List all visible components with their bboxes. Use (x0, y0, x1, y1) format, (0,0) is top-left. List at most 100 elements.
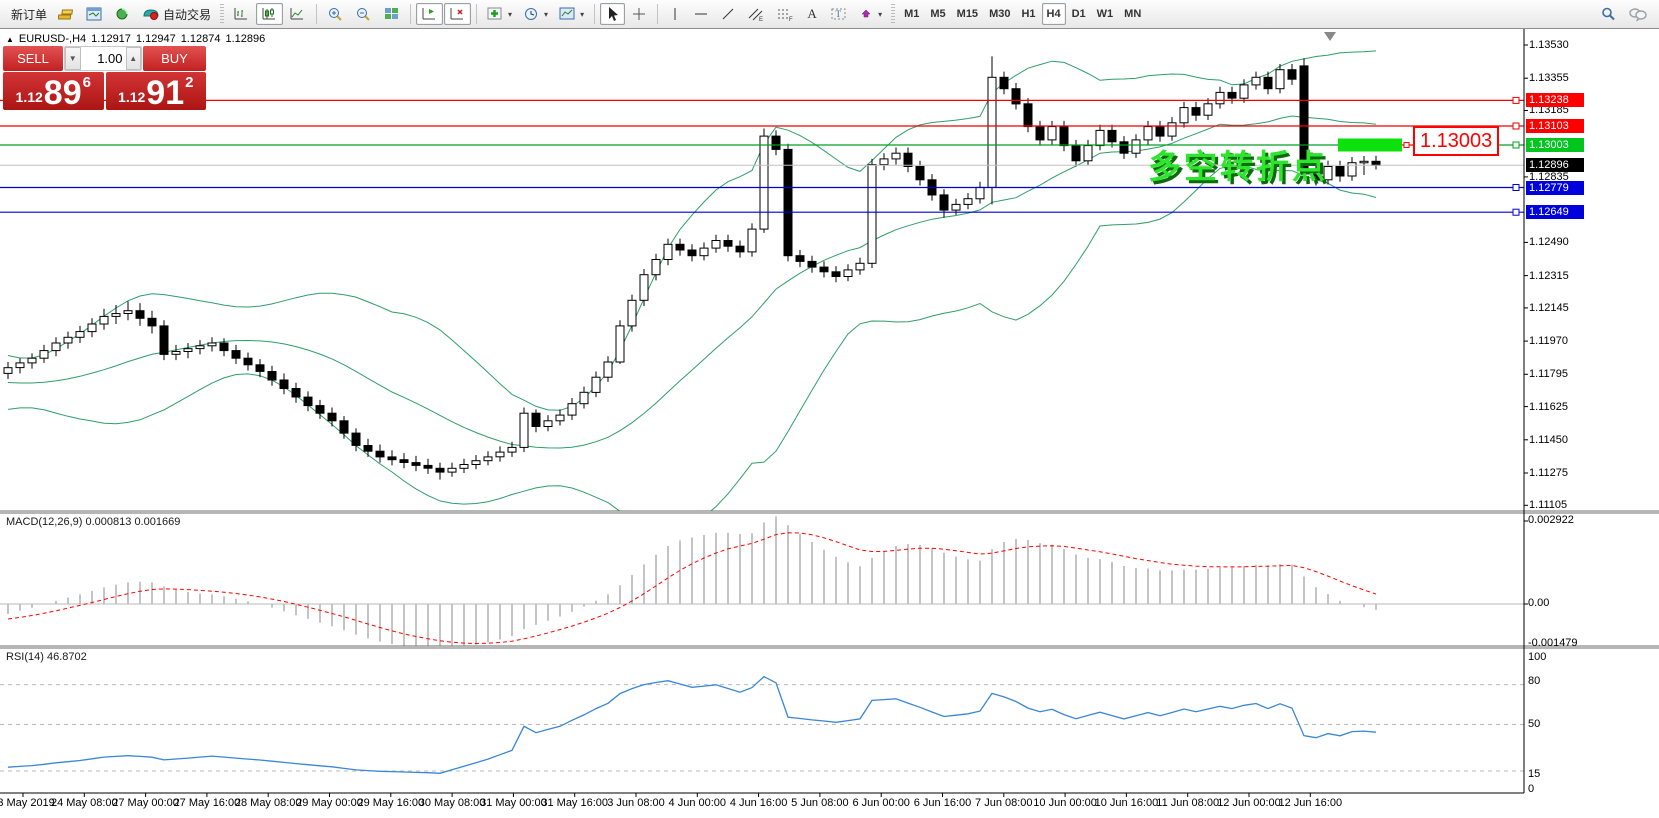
time-axis-label[interactable]: 10 Jun 00:00 (1033, 797, 1097, 809)
time-axis-label[interactable]: 6 Jun 00:00 (852, 797, 910, 809)
time-axis-label[interactable]: 23 May 2019 (0, 797, 55, 809)
bar-chart-icon[interactable] (228, 3, 255, 25)
y-axis-tick[interactable]: 1.13355 (1529, 72, 1569, 85)
macd-pane[interactable] (0, 516, 1524, 648)
auto-scroll-icon[interactable] (416, 3, 444, 25)
y-axis-tick[interactable]: 1.12835 (1529, 170, 1569, 183)
crosshair-icon[interactable] (626, 3, 652, 25)
time-axis-label[interactable]: 10 Jun 16:00 (1094, 797, 1159, 809)
chat-icon[interactable] (1623, 3, 1653, 25)
text-label-icon[interactable]: T (825, 3, 853, 25)
level-line-anchor[interactable] (1512, 96, 1520, 104)
buy-button[interactable]: BUY (143, 46, 206, 71)
line-chart-icon[interactable] (284, 3, 311, 25)
collapse-arrow-icon[interactable]: ▲ (6, 34, 14, 44)
time-axis-label[interactable]: 4 Jun 00:00 (668, 797, 727, 809)
level-line-anchor[interactable] (1512, 141, 1520, 149)
autotrading-button[interactable]: 自动交易 (137, 3, 216, 25)
level-line-anchor[interactable] (1512, 122, 1520, 130)
sell-price[interactable]: 1.12 89 6 (3, 72, 104, 110)
navigator-icon[interactable] (109, 3, 136, 25)
tile-windows-icon[interactable] (378, 3, 405, 25)
time-axis-label[interactable]: 27 May 00:00 (112, 797, 179, 809)
timeframe-m1[interactable]: M1 (904, 8, 920, 20)
y-axis-tick[interactable]: 1.11275 (1529, 466, 1568, 479)
time-axis-label[interactable]: 29 May 16:00 (357, 797, 425, 809)
text-icon[interactable]: A (807, 6, 817, 21)
periods-button[interactable]: ▾ (518, 3, 553, 25)
timeframe-m5[interactable]: M5 (930, 8, 946, 20)
price-tag-1.13238[interactable]: 1.13238 (1526, 93, 1584, 108)
cursor-icon[interactable] (600, 3, 626, 25)
horizontal-line-icon[interactable] (688, 3, 714, 25)
time-axis-label[interactable]: 31 May 00:00 (480, 797, 547, 809)
volume-input[interactable] (80, 47, 126, 70)
y-axis-tick[interactable]: 1.12490 (1529, 236, 1569, 249)
y-axis-tick[interactable]: 1.11795 (1529, 368, 1568, 381)
time-axis-label[interactable]: 6 Jun 16:00 (913, 797, 972, 809)
zoom-out-icon[interactable] (350, 3, 377, 25)
price-tag-1.12649[interactable]: 1.12649 (1526, 205, 1584, 220)
ohlc-close: 1.12896 (225, 33, 266, 45)
y-axis-tick[interactable]: 1.12315 (1529, 269, 1569, 282)
data-window-icon[interactable] (81, 3, 108, 25)
trendline-icon[interactable] (715, 3, 741, 25)
candlestick-icon[interactable] (256, 3, 284, 25)
time-axis-label[interactable]: 29 May 00:00 (296, 797, 363, 809)
price-tag-1.13103[interactable]: 1.13103 (1526, 119, 1584, 134)
templates-button[interactable]: ▾ (554, 3, 589, 25)
zoom-in-icon[interactable] (322, 3, 349, 25)
new-order-button[interactable]: 新订单 (6, 3, 52, 25)
highlight-price-bar[interactable] (1338, 138, 1402, 152)
price-tag-1.13003[interactable]: 1.13003 (1526, 138, 1584, 153)
indicators-button[interactable]: ▾ (482, 3, 517, 25)
y-axis-tick[interactable]: 1.13185 (1529, 104, 1569, 117)
timeframe-mn[interactable]: MN (1124, 8, 1142, 20)
time-axis-label[interactable]: 4 Jun 16:00 (729, 797, 788, 809)
timeframe-d1[interactable]: D1 (1071, 8, 1086, 20)
level-line-anchor[interactable] (1512, 184, 1520, 191)
sell-button[interactable]: SELL (3, 46, 63, 71)
time-axis-label[interactable]: 12 Jun 00:00 (1217, 797, 1281, 809)
current-price-tag[interactable]: 1.12896 (1526, 158, 1584, 173)
time-axis-label[interactable]: 5 Jun 08:00 (791, 797, 849, 809)
level-line-anchor[interactable] (1512, 208, 1520, 216)
timeframe-h4[interactable]: H4 (1041, 3, 1066, 25)
time-axis-label[interactable]: 24 May 08:00 (50, 797, 118, 809)
time-axis-label[interactable]: 27 May 16:00 (173, 797, 241, 809)
price-tag-1.12779[interactable]: 1.12779 (1526, 180, 1584, 195)
timeframe-h1[interactable]: H1 (1021, 8, 1036, 20)
rsi-pane[interactable] (0, 675, 1524, 774)
time-axis-label[interactable]: 31 May 16:00 (541, 797, 609, 809)
time-axis-label[interactable]: 30 May 08:00 (418, 797, 486, 809)
time-axis-label[interactable]: 12 Jun 16:00 (1278, 797, 1343, 809)
volume-up-button[interactable]: ▲ (125, 47, 141, 70)
fibonacci-icon[interactable]: F (771, 3, 799, 25)
main-price-pane[interactable] (3, 50, 1381, 536)
vertical-line-icon[interactable] (663, 3, 687, 25)
chart-shift-marker[interactable] (1324, 32, 1336, 41)
time-axis-label[interactable]: 7 Jun 08:00 (975, 797, 1033, 809)
time-axis-label[interactable]: 3 Jun 08:00 (607, 797, 665, 809)
time-axis-label[interactable]: 11 Jun 08:00 (1156, 797, 1220, 809)
y-axis-tick[interactable]: 1.11970 (1529, 335, 1568, 348)
timeframe-m30[interactable]: M30 (989, 8, 1011, 20)
y-axis-tick[interactable]: 1.11625 (1529, 400, 1568, 413)
price-callout-label[interactable]: 1.13003 (1413, 126, 1500, 156)
equidistant-channel-icon[interactable]: E (742, 3, 770, 25)
y-axis-tick[interactable]: 1.12145 (1529, 301, 1569, 314)
chart-annotation-text[interactable]: 多空转折点 (1148, 147, 1328, 186)
market-watch-icon[interactable] (53, 3, 80, 25)
timeframe-w1[interactable]: W1 (1096, 8, 1114, 20)
time-axis-label[interactable]: 28 May 08:00 (234, 797, 302, 809)
y-axis-tick[interactable]: 1.11105 (1529, 499, 1568, 512)
search-icon[interactable] (1595, 3, 1622, 25)
y-axis-tick[interactable]: 1.13530 (1529, 39, 1569, 51)
arrows-button[interactable]: ▾ (854, 3, 887, 25)
y-axis-tick[interactable]: 1.11450 (1529, 433, 1568, 446)
buy-price[interactable]: 1.12 91 2 (105, 72, 206, 110)
timeframe-m15[interactable]: M15 (956, 8, 979, 20)
chart-shift-icon[interactable] (444, 3, 472, 25)
volume-down-button[interactable]: ▼ (65, 47, 81, 70)
